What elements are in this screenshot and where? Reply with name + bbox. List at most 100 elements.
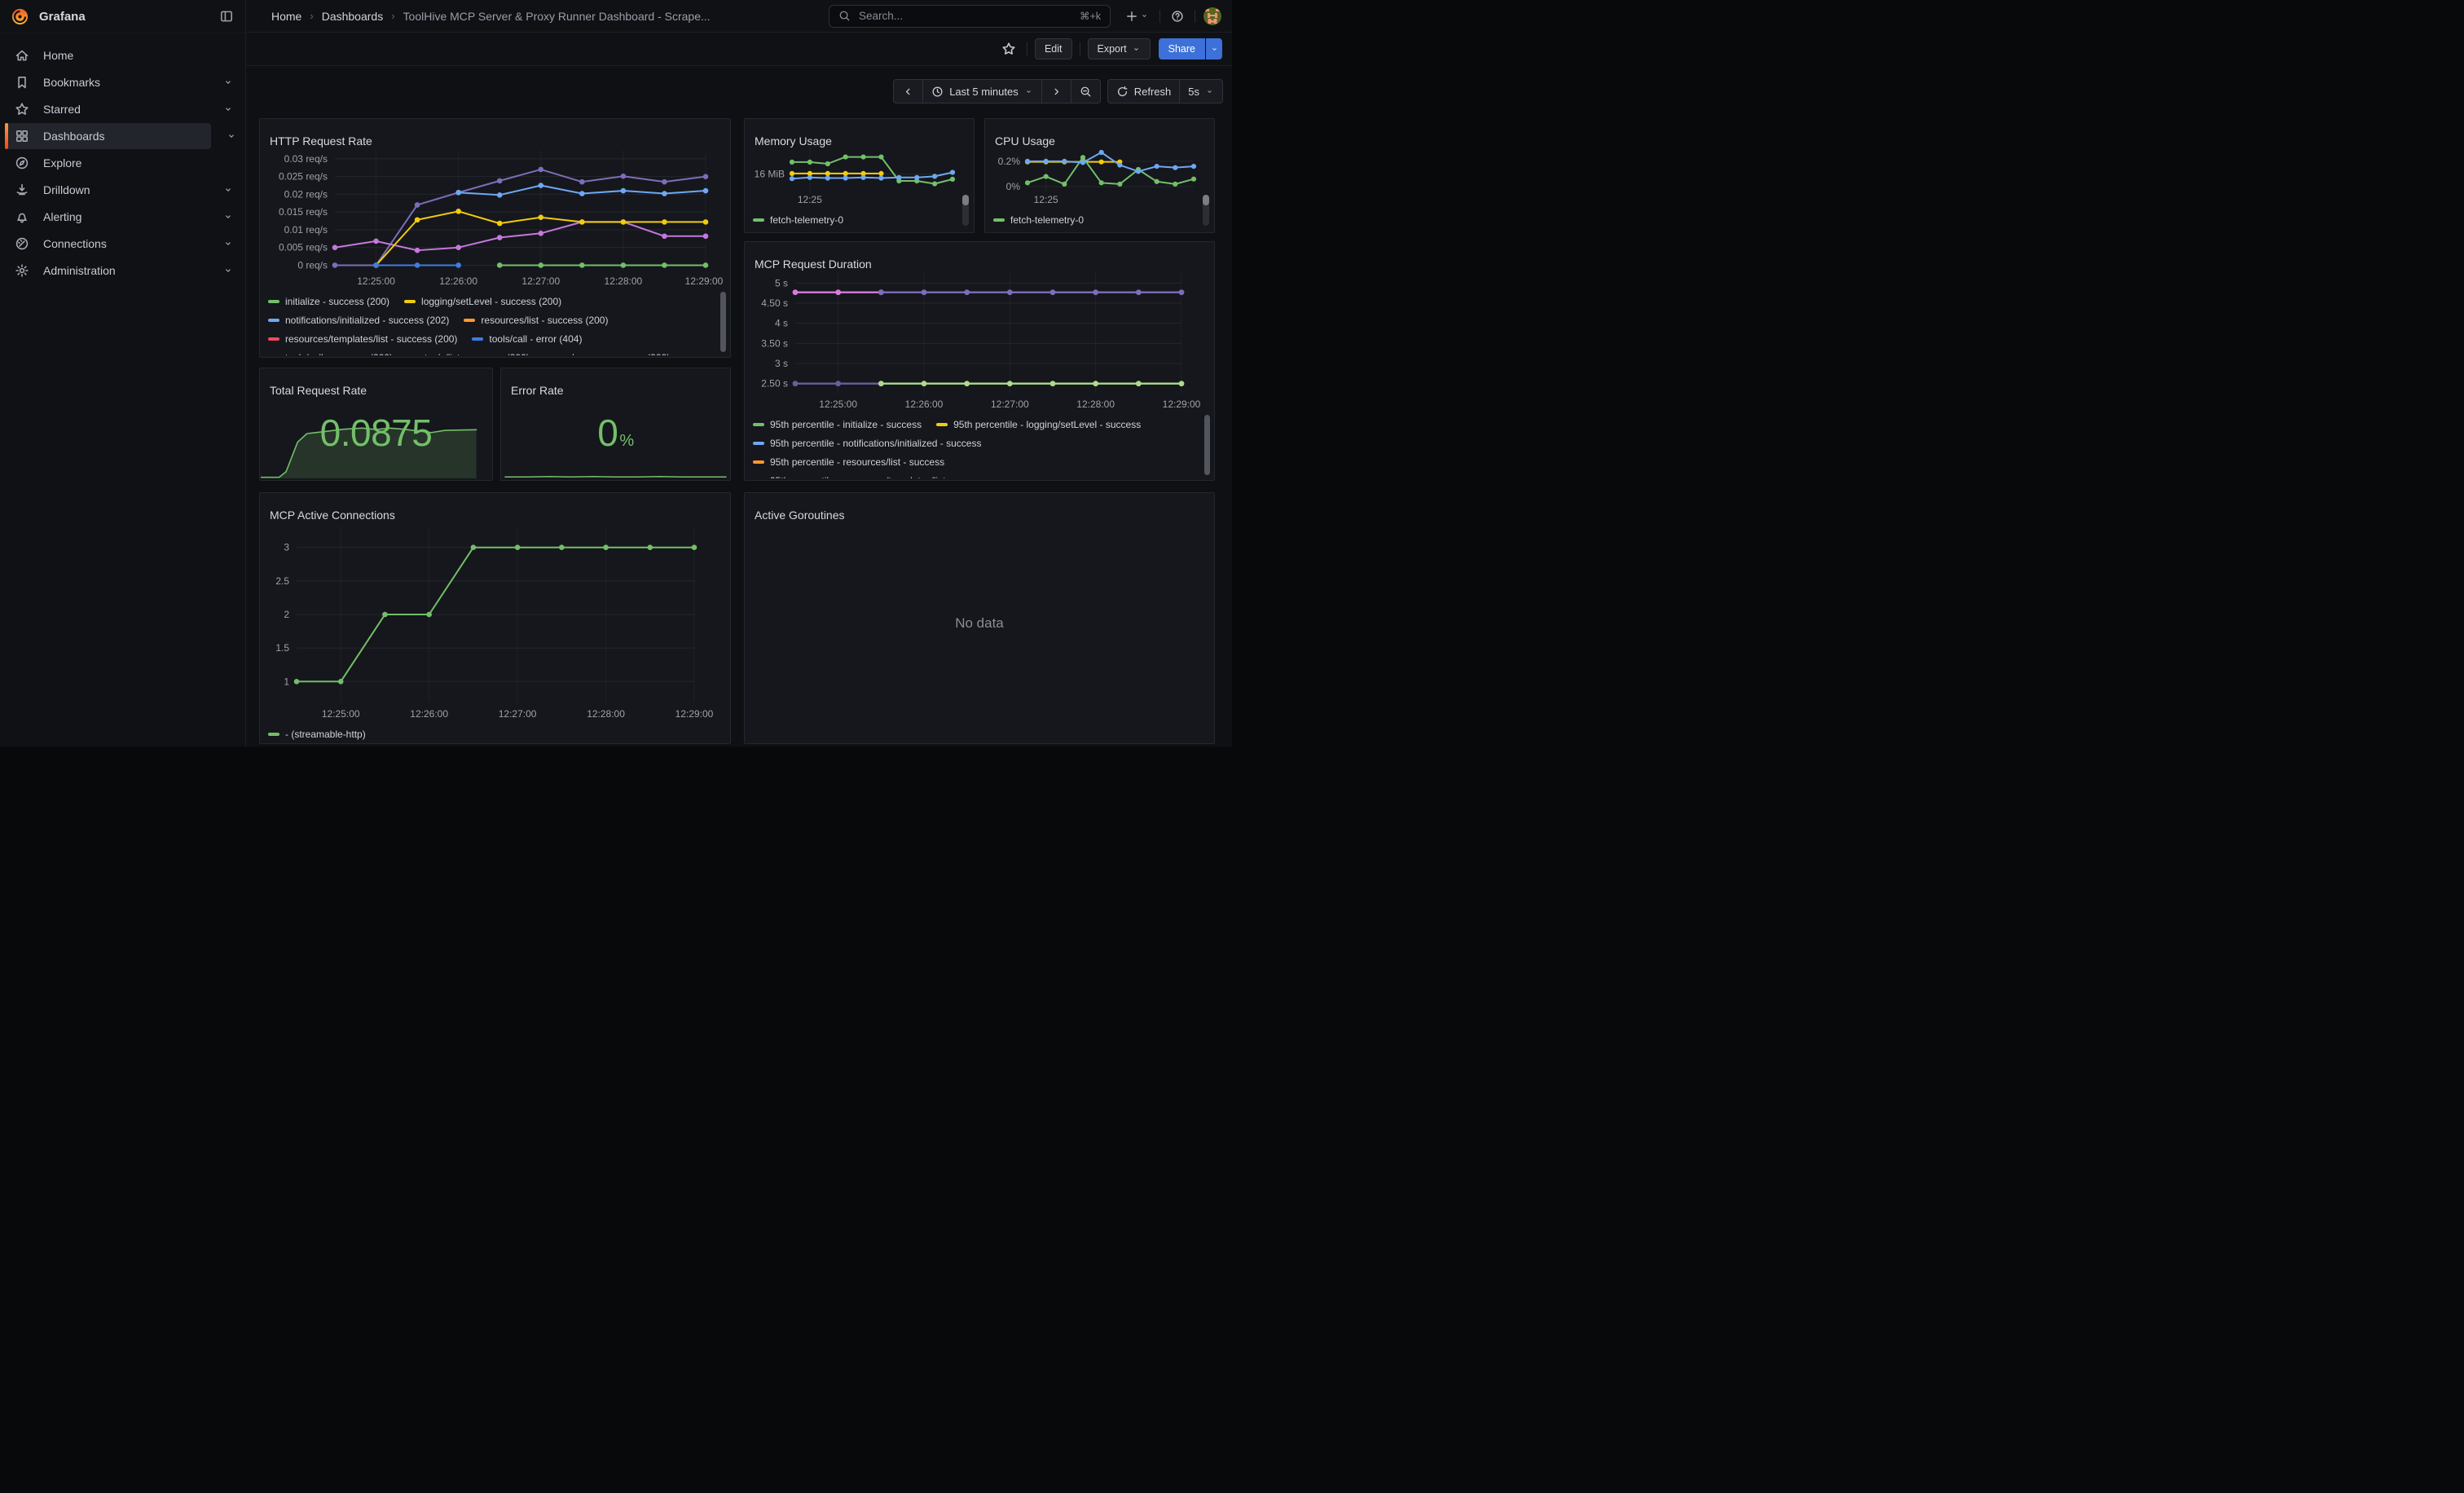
sidebar-item-alerting[interactable]: Alerting <box>5 204 237 230</box>
sidebar-item-label: Home <box>43 49 237 62</box>
svg-text:12:28:00: 12:28:00 <box>587 708 625 720</box>
sidebar-item-label: Connections <box>43 237 209 250</box>
http-request-rate-chart[interactable]: 0 req/s0.005 req/s0.01 req/s0.015 req/s0… <box>260 143 730 290</box>
sidebar-item-home[interactable]: Home <box>5 42 237 68</box>
legend-item[interactable]: 95th percentile - logging/setLevel - suc… <box>936 419 1141 430</box>
refresh-group: Refresh 5s <box>1107 79 1223 103</box>
legend-row: resources/templates/list - success (200)… <box>268 329 717 348</box>
legend-label: fetch-telemetry-0 <box>1010 214 1084 226</box>
legend-item[interactable]: 95th percentile - notifications/initiali… <box>753 438 981 449</box>
time-back-button[interactable] <box>893 79 923 103</box>
edit-button[interactable]: Edit <box>1035 38 1072 59</box>
legend-item[interactable]: 95th percentile - initialize - success <box>753 419 922 430</box>
sidebar-item-drilldown[interactable]: Drilldown <box>5 177 237 203</box>
time-forward-button[interactable] <box>1042 79 1071 103</box>
mcp-request-duration-chart[interactable]: 5 s4.50 s4 s3.50 s3 s2.50 s12:25:0012:26… <box>745 266 1214 413</box>
legend-label: 95th percentile - initialize - success <box>770 419 922 430</box>
search-input[interactable]: ⌘+k <box>829 5 1111 28</box>
panel-title[interactable]: Active Goroutines <box>745 503 1214 527</box>
legend-scrollbar[interactable] <box>1203 195 1209 226</box>
legend-label: fetch-telemetry-0 <box>770 214 843 226</box>
svg-text:12:27:00: 12:27:00 <box>499 708 537 720</box>
legend-item[interactable]: resources/templates/list - success (200) <box>268 333 457 345</box>
legend-item[interactable]: unknown - success (200) <box>544 352 670 356</box>
new-button[interactable] <box>1122 7 1152 26</box>
time-picker-group: Last 5 minutes <box>893 79 1101 103</box>
legend-item[interactable]: resources/list - success (200) <box>464 315 608 326</box>
sidebar-item-explore[interactable]: Explore <box>5 150 237 176</box>
panel-title[interactable]: Total Request Rate <box>260 378 492 403</box>
legend-item[interactable]: notifications/initialized - success (202… <box>268 315 449 326</box>
share-options-button[interactable] <box>1206 38 1222 59</box>
svg-text:12:29:00: 12:29:00 <box>685 275 724 287</box>
legend-row: fetch-telemetry-0 <box>753 210 961 229</box>
sidebar-item-starred[interactable]: Starred <box>5 96 237 122</box>
legend-scrollbar[interactable] <box>1204 415 1210 475</box>
zoom-out-icon <box>1080 86 1092 98</box>
chevron-right-icon <box>1050 86 1063 98</box>
legend-label: resources/list - success (200) <box>481 315 608 326</box>
svg-text:12:25: 12:25 <box>1034 194 1058 205</box>
legend-swatch-icon <box>753 442 764 445</box>
legend-item[interactable]: 95th percentile - resources/list - succe… <box>753 456 944 468</box>
sidebar-item-bookmarks[interactable]: Bookmarks <box>5 69 237 95</box>
legend-label: 95th percentile - resources/templates/li… <box>770 475 989 479</box>
help-icon <box>1171 10 1184 23</box>
help-button[interactable] <box>1168 7 1187 26</box>
top-header: Home › Dashboards › ToolHive MCP Server … <box>246 0 1232 33</box>
mcp-active-connections-chart[interactable]: 32.521.5112:25:0012:26:0012:27:0012:28:0… <box>260 517 730 723</box>
scrollbar-thumb[interactable] <box>962 195 969 205</box>
time-range-button[interactable]: Last 5 minutes <box>923 79 1042 103</box>
user-avatar[interactable] <box>1203 7 1222 26</box>
memory-usage-chart[interactable]: 16 MiB12:25 <box>745 140 974 209</box>
svg-text:0%: 0% <box>1006 181 1021 192</box>
chevron-left-icon <box>902 86 914 98</box>
legend-item[interactable]: fetch-telemetry-0 <box>753 214 843 226</box>
legend-swatch-icon <box>404 300 416 303</box>
svg-text:12:26:00: 12:26:00 <box>905 399 944 410</box>
legend-item[interactable]: tools/call - error (404) <box>472 333 582 345</box>
duration-legend: 95th percentile - initialize - success 95… <box>753 415 1201 478</box>
legend-row: 95th percentile - resources/list - succe… <box>753 452 1201 471</box>
share-button[interactable]: Share <box>1159 38 1205 59</box>
scrollbar-thumb[interactable] <box>1203 195 1209 205</box>
legend-scrollbar[interactable] <box>720 292 726 352</box>
legend-row: - (streamable-http) <box>268 724 717 743</box>
sidebar-item-connections[interactable]: Connections <box>5 231 237 257</box>
sidebar-item-administration[interactable]: Administration <box>5 258 237 284</box>
legend-item[interactable]: logging/setLevel - success (200) <box>404 296 561 307</box>
legend-row: 95th percentile - resources/templates/li… <box>753 471 1201 478</box>
legend-label: notifications/initialized - success (202… <box>285 315 449 326</box>
legend-scrollbar[interactable] <box>962 195 969 226</box>
chevron-down-icon <box>222 238 234 249</box>
legend-row: initialize - success (200) logging/setLev… <box>268 292 717 310</box>
error-rate-sparkline <box>502 455 729 479</box>
legend-item[interactable]: fetch-telemetry-0 <box>993 214 1084 226</box>
legend-item[interactable]: 95th percentile - resources/templates/li… <box>753 475 989 479</box>
sidebar-toggle-button[interactable] <box>219 9 234 24</box>
zoom-out-button[interactable] <box>1071 79 1101 103</box>
svg-text:16 MiB: 16 MiB <box>755 169 785 180</box>
export-button[interactable]: Export <box>1088 38 1151 59</box>
favorite-star-button[interactable] <box>998 38 1019 59</box>
svg-text:3.50 s: 3.50 s <box>761 337 788 349</box>
breadcrumb-home[interactable]: Home <box>271 10 301 23</box>
sidebar-item-dashboards[interactable]: Dashboards <box>5 123 211 149</box>
refresh-icon <box>1116 86 1129 98</box>
cpu-usage-chart[interactable]: 0.2%0%12:25 <box>985 140 1214 209</box>
legend-item[interactable]: initialize - success (200) <box>268 296 389 307</box>
legend-item[interactable]: - (streamable-http) <box>268 729 366 740</box>
legend-item[interactable]: tools/list - success (200) <box>407 352 530 356</box>
grafana-app: Grafana HomeBookmarksStarredDashboardsEx… <box>0 0 1232 746</box>
legend-row: 95th percentile - notifications/initiali… <box>753 434 1201 452</box>
panel-title[interactable]: Error Rate <box>501 378 730 403</box>
svg-text:4.50 s: 4.50 s <box>761 297 788 309</box>
refresh-button[interactable]: Refresh <box>1107 79 1181 103</box>
connections-legend: - (streamable-http) <box>268 724 717 744</box>
legend-item[interactable]: tools/call - success (200) <box>268 352 393 356</box>
search-field[interactable] <box>857 9 1073 23</box>
refresh-interval-button[interactable]: 5s <box>1180 79 1223 103</box>
breadcrumb-current-dashboard: ToolHive MCP Server & Proxy Runner Dashb… <box>403 10 711 23</box>
panel-left-icon <box>219 9 234 24</box>
breadcrumb-dashboards[interactable]: Dashboards <box>322 10 384 23</box>
